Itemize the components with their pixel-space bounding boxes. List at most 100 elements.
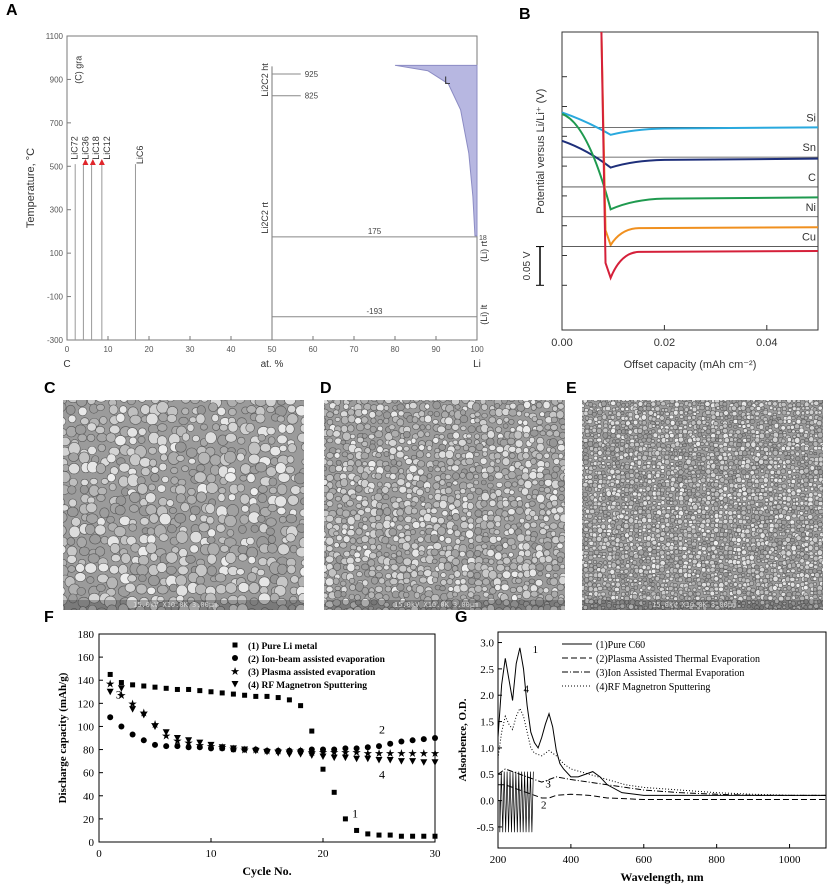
sem-grain [696, 536, 702, 542]
sem-grain [749, 499, 755, 506]
sem-grain [804, 581, 809, 586]
sem-grain [803, 432, 809, 438]
sem-grain [651, 573, 656, 578]
sem-grain [556, 506, 565, 514]
sem-grain [334, 496, 342, 502]
sem-grain [678, 541, 684, 547]
sem-grain [237, 436, 246, 445]
sem-grain [785, 445, 791, 451]
sem-grain [149, 603, 158, 610]
sem-grain [432, 419, 439, 425]
sem-grain [768, 592, 773, 596]
sem-grain [740, 478, 746, 484]
sem-grain [670, 553, 676, 559]
sem-grain [459, 414, 469, 424]
sem-grain [624, 545, 630, 551]
sem-grain [367, 537, 377, 545]
sem-grain [522, 419, 529, 426]
sem-grain [723, 456, 729, 461]
sem-grain [769, 469, 775, 475]
sem-grain [772, 505, 777, 510]
sem-grain [624, 550, 629, 555]
sem-grain [728, 478, 734, 484]
sem-grain [348, 593, 355, 601]
sem-grain [809, 465, 815, 471]
sem-grain [736, 542, 741, 547]
sem-grain [297, 592, 304, 604]
sem-grain [765, 554, 771, 559]
sem-grain [629, 442, 635, 448]
sem-grain [782, 419, 787, 424]
sem-grain [582, 455, 589, 461]
sem-grain [817, 501, 823, 506]
sem-grain [678, 436, 684, 443]
sem-grain [411, 444, 418, 451]
sem-grain [257, 484, 268, 494]
sem-grain [200, 423, 208, 431]
sem-grain [465, 472, 474, 481]
sem-grain [660, 474, 665, 478]
sem-grain [582, 536, 585, 541]
sem-grain [597, 457, 603, 462]
sem-grain [335, 459, 342, 466]
sem-grain [389, 446, 397, 455]
sem-grain [87, 445, 97, 456]
sem-grain [276, 415, 285, 423]
sem-grain [755, 488, 761, 493]
sem-grain [446, 515, 453, 521]
sem-grain [637, 537, 643, 542]
sem-grain [501, 457, 511, 466]
sem-grain [795, 488, 802, 494]
sem-grain [674, 473, 679, 478]
sem-grain [683, 518, 688, 524]
y-tick-label: -100 [47, 293, 64, 302]
data-point [242, 692, 248, 698]
sem-grain [664, 546, 670, 551]
sem-grain [768, 532, 773, 537]
sem-grain [438, 443, 447, 451]
sem-grain [753, 469, 760, 475]
sem-grain [641, 564, 647, 570]
sem-grain [664, 590, 670, 595]
sem-grain [603, 560, 608, 565]
sem-grain [402, 577, 411, 584]
series-label-si: Si [806, 112, 816, 124]
sem-grain [700, 500, 706, 505]
sem-grain [276, 483, 288, 496]
y-tick-label: 100 [50, 249, 64, 258]
data-point [107, 671, 113, 677]
x-axis-label: Cycle No. [242, 864, 291, 878]
sem-grain [663, 526, 670, 533]
sem-grain [598, 595, 603, 600]
x-axis-label: Wavelength, nm [620, 870, 703, 884]
sem-grain [669, 523, 674, 528]
sem-grain [687, 402, 693, 408]
sem-grain [664, 559, 670, 564]
series-line-si [561, 111, 819, 136]
sem-grain [274, 495, 287, 508]
sem-grain [780, 468, 787, 474]
sem-grain [459, 578, 467, 585]
sem-grain [591, 411, 597, 417]
sem-grain [127, 574, 137, 583]
sem-grain [705, 464, 711, 469]
sem-grain [466, 433, 472, 439]
sem-grain [592, 541, 598, 547]
sem-grain [713, 586, 720, 592]
sem-grain [665, 537, 671, 543]
sem-grain [776, 469, 782, 475]
x-tick-label: 200 [490, 854, 507, 866]
sem-grain [239, 514, 250, 525]
sem-grain [550, 416, 558, 424]
sem-grain [772, 436, 779, 443]
sem-grain [621, 509, 626, 514]
sem-grain [156, 584, 169, 595]
panel-letter-e: E [566, 380, 577, 397]
sem-grain [611, 456, 617, 462]
sem-grain [641, 527, 647, 533]
sem-grain [300, 497, 304, 506]
sem-grain [786, 585, 792, 591]
sem-grain [176, 454, 185, 462]
sem-grain [325, 452, 334, 459]
